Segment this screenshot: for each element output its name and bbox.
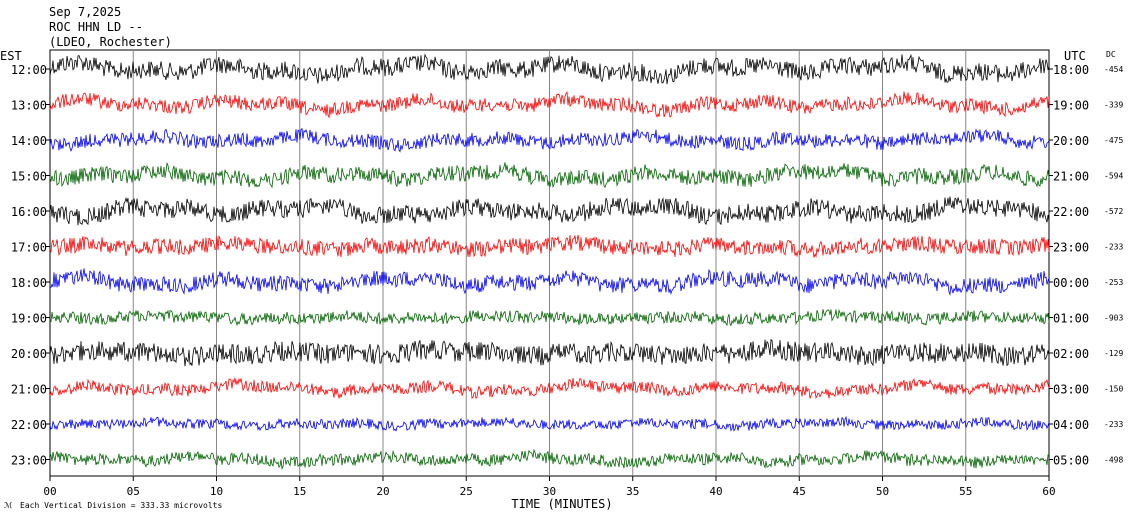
x-axis-title: TIME (MINUTES) [511, 497, 612, 511]
est-hour-label: 14:00 [11, 134, 47, 148]
seismic-trace [49, 377, 1050, 400]
utc-hour-label: 23:00 [1053, 241, 1089, 255]
left-zone-label: EST [0, 49, 22, 63]
dc-offset-label: -475 [1104, 136, 1123, 145]
seismic-trace [49, 127, 1050, 153]
est-hour-label: 22:00 [11, 418, 47, 432]
seismic-trace [49, 415, 1050, 432]
est-hour-label: 21:00 [11, 383, 47, 397]
est-hour-label: 20:00 [11, 347, 47, 361]
x-tick-label: 10 [210, 485, 223, 498]
x-tick-label: 50 [876, 485, 889, 498]
vertical-division-note: Each Vertical Division = 333.33 microvol… [20, 501, 222, 510]
x-axis-ticks: 00 05 10 15 20 25 30 35 40 45 50 55 60 [43, 476, 1056, 498]
header-station: ROC HHN LD -- [49, 20, 143, 34]
seismic-trace [49, 91, 1050, 119]
dc-offset-label: -129 [1104, 349, 1123, 358]
seismic-trace [49, 196, 1050, 226]
x-tick-label: 55 [959, 485, 972, 498]
x-tick-label: 30 [543, 485, 556, 498]
est-hour-label: 18:00 [11, 276, 47, 290]
dc-offset-label: -498 [1104, 456, 1123, 465]
dc-offset-label: -339 [1104, 101, 1123, 110]
utc-hour-label: 19:00 [1053, 99, 1089, 113]
seismic-traces [49, 53, 1050, 470]
x-tick-label: 35 [626, 485, 639, 498]
dc-label: DC [1106, 50, 1116, 59]
est-hour-label: 16:00 [11, 205, 47, 219]
est-hour-label: 23:00 [11, 454, 47, 468]
utc-hour-label: 00:00 [1053, 276, 1089, 290]
utc-hour-label: 03:00 [1053, 383, 1089, 397]
utc-hour-label: 18:00 [1053, 63, 1089, 77]
utc-hour-label: 04:00 [1053, 418, 1089, 432]
scale-note-icon: ℳ [4, 501, 13, 510]
utc-hour-label: 05:00 [1053, 454, 1089, 468]
minute-gridlines [132, 50, 967, 476]
right-zone-label: UTC [1064, 49, 1086, 63]
utc-hour-label: 22:00 [1053, 205, 1089, 219]
dc-offset-label: -150 [1104, 385, 1123, 394]
header-network: (LDEO, Rochester) [49, 35, 172, 49]
x-tick-label: 40 [709, 485, 722, 498]
seismic-trace [49, 308, 1050, 327]
row-labels: 12:00 18:00 -454 13:00 19:00 -339 14:00 20:00 -4… [11, 63, 1124, 468]
utc-hour-label: 01:00 [1053, 312, 1089, 326]
seismic-trace [49, 53, 1050, 85]
dc-offset-label: -594 [1104, 172, 1123, 181]
x-tick-label: 20 [376, 485, 389, 498]
seismic-trace [49, 338, 1050, 367]
seismic-trace [49, 161, 1050, 189]
seismic-trace [49, 234, 1050, 259]
dc-offset-label: -233 [1104, 243, 1123, 252]
x-tick-label: 00 [43, 485, 56, 498]
x-tick-label: 25 [460, 485, 473, 498]
x-tick-label: 60 [1042, 485, 1055, 498]
dc-offset-label: -454 [1104, 65, 1123, 74]
dc-offset-label: -572 [1104, 207, 1123, 216]
est-hour-label: 17:00 [11, 241, 47, 255]
seismic-trace [50, 268, 1050, 296]
dc-offset-label: -233 [1104, 420, 1123, 429]
x-tick-label: 45 [793, 485, 806, 498]
dc-offset-label: -903 [1104, 314, 1123, 323]
est-hour-label: 19:00 [11, 312, 47, 326]
utc-hour-label: 21:00 [1053, 170, 1089, 184]
header-date: Sep 7,2025 [49, 5, 121, 19]
x-tick-label: 05 [127, 485, 140, 498]
seismic-trace [49, 448, 1050, 470]
est-hour-label: 12:00 [11, 63, 47, 77]
est-hour-label: 15:00 [11, 170, 47, 184]
utc-hour-label: 20:00 [1053, 134, 1089, 148]
utc-hour-label: 02:00 [1053, 347, 1089, 361]
est-hour-label: 13:00 [11, 99, 47, 113]
dc-offset-label: -253 [1104, 278, 1123, 287]
x-tick-label: 15 [293, 485, 306, 498]
